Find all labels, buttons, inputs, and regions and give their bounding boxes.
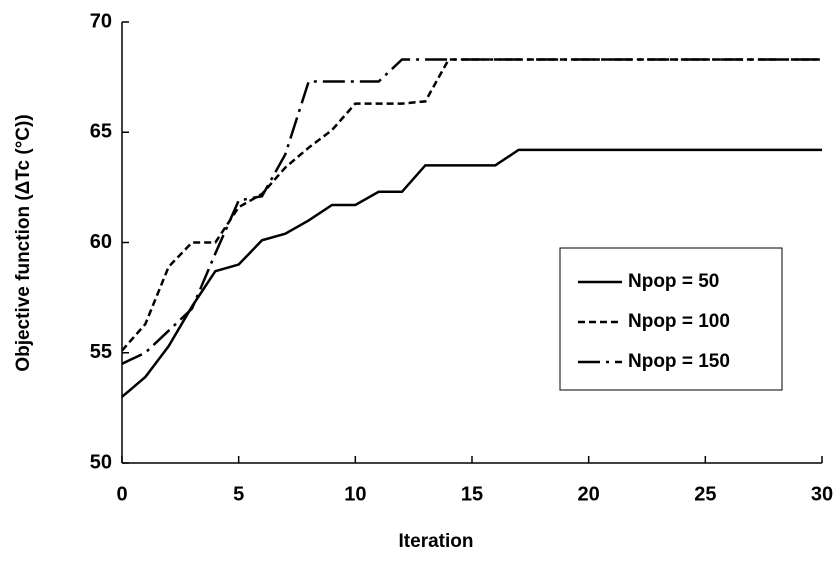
x-tick-label: 5 bbox=[233, 483, 244, 505]
legend-label: Npop = 50 bbox=[628, 271, 719, 292]
y-tick-label: 65 bbox=[90, 121, 112, 143]
y-tick-label: 55 bbox=[90, 341, 112, 363]
y-axis-title: Objective function (ΔTc (°C)) bbox=[13, 114, 34, 371]
x-tick-label: 0 bbox=[116, 483, 127, 505]
x-tick-label: 10 bbox=[344, 483, 366, 505]
y-tick-label: 50 bbox=[90, 451, 112, 473]
y-tick-label: 70 bbox=[90, 10, 112, 32]
legend-box bbox=[559, 247, 783, 391]
series-line bbox=[121, 58, 822, 365]
y-tick-label: 60 bbox=[90, 231, 112, 253]
x-tick-label: 15 bbox=[461, 483, 483, 505]
x-tick-label: 30 bbox=[811, 483, 833, 505]
x-tick-label: 25 bbox=[694, 483, 716, 505]
series-line bbox=[121, 148, 822, 398]
legend-label: Npop = 150 bbox=[628, 351, 730, 372]
legend-label: Npop = 100 bbox=[628, 311, 730, 332]
x-axis-title: Iteration bbox=[399, 531, 474, 552]
x-tick-label: 20 bbox=[578, 483, 600, 505]
